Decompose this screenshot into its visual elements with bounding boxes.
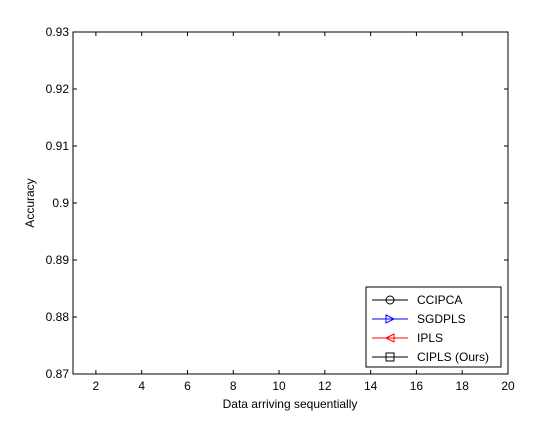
y-tick-label: 0.88 (46, 310, 70, 324)
legend-item: IPLS (372, 331, 443, 345)
legend-label: IPLS (417, 331, 443, 345)
legend-item: SGDPLS (372, 312, 466, 326)
x-tick-label: 12 (318, 379, 332, 393)
legend-item: CIPLS (Ours) (372, 350, 489, 364)
legend-marker (385, 314, 396, 324)
legend-marker (384, 333, 395, 343)
y-axis-label: Accuracy (23, 178, 37, 227)
x-tick-label: 10 (272, 379, 286, 393)
x-tick-label: 2 (93, 379, 100, 393)
x-tick-label: 8 (230, 379, 237, 393)
x-axis-ticks: 2 4 6 8 10 12 14 16 18 20 (93, 32, 515, 393)
legend-marker (385, 352, 395, 362)
y-tick-label: 0.92 (46, 82, 70, 96)
x-tick-label: 18 (456, 379, 470, 393)
x-tick-label: 6 (184, 379, 191, 393)
y-tick-label: 0.89 (46, 253, 70, 267)
x-tick-label: 20 (501, 379, 515, 393)
legend-label: CIPLS (Ours) (417, 350, 489, 364)
legend: CCIPCA SGDPLS IPLS CIPLS (Ours) (365, 286, 502, 368)
legend-label: SGDPLS (417, 312, 466, 326)
legend-item: CCIPCA (372, 293, 462, 307)
legend-label: CCIPCA (417, 293, 462, 307)
x-axis-label: Data arriving sequentially (223, 397, 358, 411)
y-tick-label: 0.91 (46, 139, 70, 153)
x-tick-label: 14 (364, 379, 378, 393)
y-tick-label: 0.9 (52, 196, 69, 210)
x-tick-label: 16 (410, 379, 424, 393)
legend-marker (385, 295, 395, 305)
y-axis-ticks: 0.87 0.88 0.89 0.9 0.91 0.92 0.93 (46, 25, 508, 381)
x-tick-label: 4 (138, 379, 145, 393)
y-tick-label: 0.93 (46, 25, 70, 39)
y-tick-label: 0.87 (46, 367, 70, 381)
